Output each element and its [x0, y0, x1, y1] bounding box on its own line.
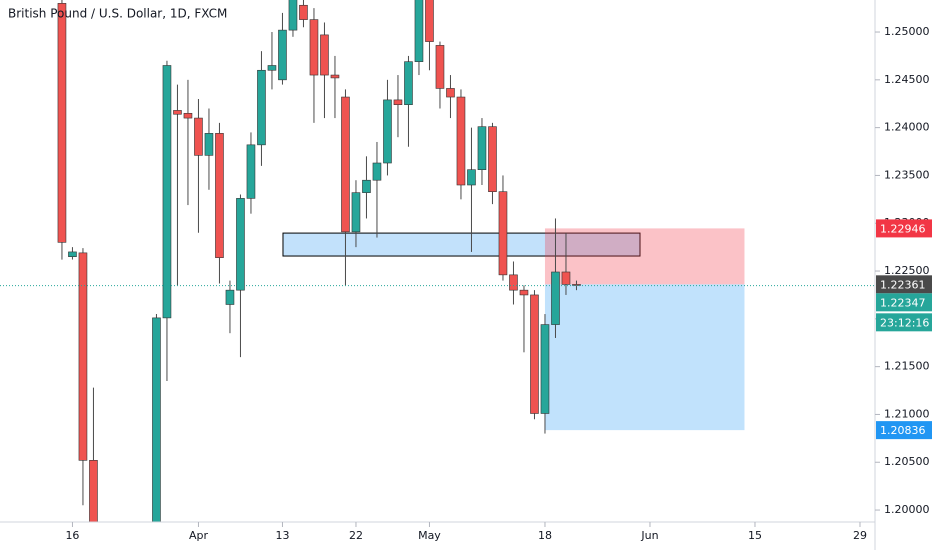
x-tick-label: 13: [275, 529, 289, 542]
y-tick-label: 1.21500: [884, 360, 930, 373]
candle-body: [351, 192, 361, 233]
candle-body: [530, 294, 539, 414]
stop-price-label-bg: [876, 219, 932, 238]
candle-body: [362, 179, 371, 193]
candle-body: [299, 4, 308, 20]
candle-body: [498, 191, 508, 276]
candle-body: [173, 110, 182, 115]
candle-body: [267, 65, 277, 71]
x-tick-label: 16: [65, 529, 79, 542]
y-tick-label: 1.20500: [884, 455, 930, 468]
current-price-label: 1.22347: [880, 296, 926, 309]
candle-body: [288, 0, 298, 31]
candle-body: [404, 61, 413, 105]
candle-body: [425, 0, 434, 42]
x-tick-label: 15: [748, 529, 762, 542]
plot-area: [0, 0, 875, 522]
candle-body: [383, 99, 392, 164]
target-price-label: 1.20836: [880, 424, 926, 437]
candle-body: [246, 144, 256, 199]
y-tick-label: 1.22500: [884, 264, 930, 277]
candle-body: [446, 88, 455, 98]
y-tick-label: 1.21000: [884, 407, 930, 420]
x-tick-label: Apr: [189, 529, 209, 542]
y-tick-label: 1.25000: [884, 25, 930, 38]
entry-price-label-bg: [876, 275, 932, 294]
target-price-label-bg: [876, 421, 932, 440]
target-zone: [544, 284, 745, 431]
candle-body: [68, 251, 77, 257]
y-tick-label: 1.24000: [884, 121, 930, 134]
y-tick-label: 1.23500: [884, 168, 930, 181]
candle-body: [183, 112, 193, 119]
candle-body: [309, 19, 319, 76]
candle-body: [278, 29, 287, 81]
candle-body: [257, 69, 266, 146]
x-tick-label: 18: [538, 529, 552, 542]
candle-body: [194, 117, 203, 156]
candle-body: [551, 271, 560, 325]
zone-box: [282, 232, 641, 257]
chart-title: British Pound / U.S. Dollar, 1D, FXCM: [8, 7, 227, 21]
candle-body: [519, 289, 529, 296]
candle-body: [467, 169, 476, 186]
current-price-label-bg: [876, 293, 932, 312]
candle-body: [215, 133, 224, 258]
x-tick-label: Jun: [640, 529, 658, 542]
y-tick-label: 1.20000: [884, 503, 930, 516]
candle-body: [435, 45, 445, 89]
y-tick-label: 1.24500: [884, 73, 930, 86]
candle-body: [78, 252, 88, 461]
x-tick-label: 29: [853, 529, 867, 542]
candle-body: [509, 274, 518, 291]
candle-body: [162, 65, 172, 319]
candle-body: [341, 96, 350, 233]
candle-body: [372, 162, 382, 181]
candle-body: [393, 99, 403, 105]
candle-body: [330, 74, 340, 79]
candle-body: [225, 289, 235, 305]
candle-body: [488, 126, 497, 192]
stop-zone: [544, 228, 745, 285]
countdown: 23:12:16: [880, 316, 929, 329]
x-tick-label: May: [418, 529, 441, 542]
x-tick-label: 22: [349, 529, 363, 542]
candle-body: [477, 126, 487, 170]
candle-body: [456, 96, 466, 186]
candle-body: [540, 324, 550, 414]
entry-price-label: 1.22361: [880, 278, 926, 291]
candle-body: [57, 3, 67, 243]
candle-body: [414, 0, 424, 62]
stop-price-label: 1.22946: [880, 222, 926, 235]
candle-body: [204, 133, 214, 156]
countdown-bg: [876, 313, 932, 332]
candle-body: [236, 198, 245, 291]
candle-body: [320, 34, 329, 76]
candle-body: [152, 317, 161, 522]
candle-body: [561, 271, 571, 285]
candle-body: [89, 460, 98, 522]
